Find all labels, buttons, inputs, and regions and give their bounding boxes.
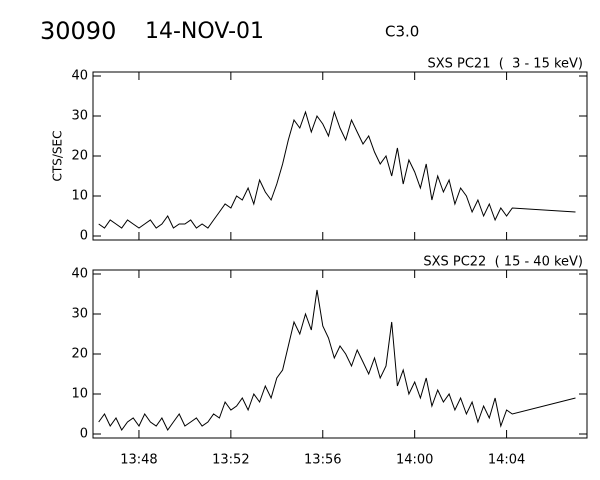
panel-title: SXS PC21 ( 3 - 15 keV): [427, 57, 583, 72]
flare-class: C3.0: [385, 23, 419, 41]
y-tick-label: 0: [80, 229, 88, 244]
x-tick-label: 13:48: [120, 453, 157, 468]
data-line: [98, 110, 576, 229]
event-date: 14-NOV-01: [145, 19, 264, 44]
data-line: [98, 289, 576, 431]
y-tick-label: 40: [71, 69, 88, 84]
y-tick-label: 20: [71, 149, 88, 164]
x-tick-label: 14:04: [488, 453, 525, 468]
y-tick-label: 10: [71, 387, 88, 402]
y-tick-label: 30: [71, 109, 88, 124]
x-tick-label: 14:00: [396, 453, 433, 468]
x-tick-label: 13:52: [212, 453, 249, 468]
y-tick-label: 30: [71, 307, 88, 322]
event-id: 30090: [40, 17, 116, 45]
y-tick-label: 40: [71, 267, 88, 282]
y-axis-label: CTS/SEC: [51, 131, 65, 182]
y-tick-label: 20: [71, 347, 88, 362]
x-tick-label: 13:56: [304, 453, 341, 468]
y-tick-label: 10: [71, 189, 88, 204]
y-tick-label: 0: [80, 427, 88, 442]
panel-title: SXS PC22 ( 15 - 40 keV): [423, 255, 583, 270]
